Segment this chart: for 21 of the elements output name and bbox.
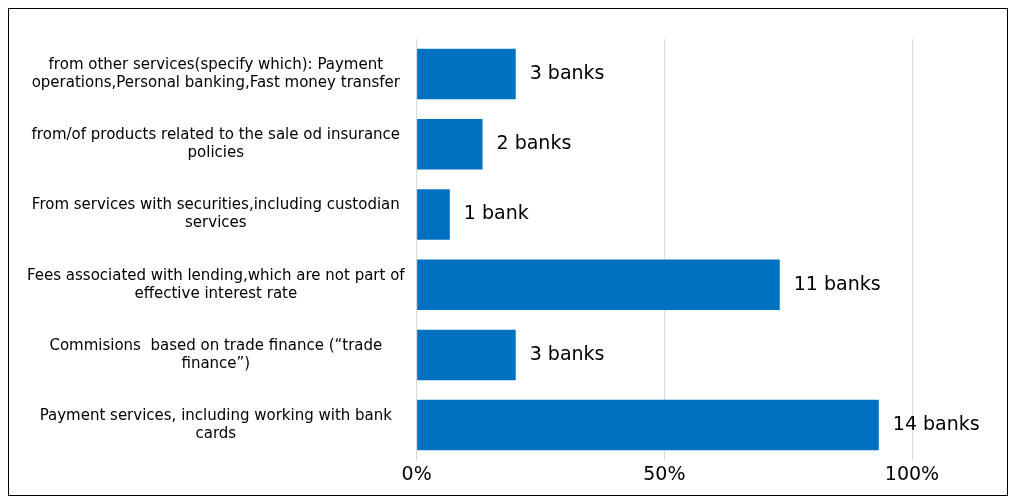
bar	[417, 119, 483, 170]
y-tick-label: Commisions based on trade finance (“trade finance”)	[49, 335, 383, 372]
bar	[417, 259, 780, 310]
y-tick-label: Payment services, including working with bank cards	[39, 405, 393, 442]
annotation: 3 banks	[529, 61, 605, 84]
bar	[417, 189, 450, 240]
annotation: 11 banks	[793, 271, 881, 294]
x-tick-label: 50%	[643, 461, 686, 484]
annotation: 14 banks	[892, 412, 980, 435]
x-tick-label: 100%	[884, 461, 940, 484]
y-tick-label: from/of products related to the sale od insurance policies	[31, 125, 401, 162]
y-tick-label: Fees associated with lending,which are not part of effective interest rate	[26, 265, 406, 302]
bar	[417, 399, 879, 451]
x-tick-label: 0%	[401, 461, 432, 484]
annotation: 1 bank	[463, 201, 529, 224]
y-tick-label: from other services(specify which): Payment operations,Personal banking,Fast money transfer	[31, 54, 401, 91]
bar	[417, 329, 516, 381]
y-tick-label: From services with securities,including custodian services	[31, 195, 400, 232]
bar	[417, 48, 516, 100]
annotation: 3 banks	[529, 341, 605, 364]
annotation: 2 banks	[496, 131, 572, 154]
